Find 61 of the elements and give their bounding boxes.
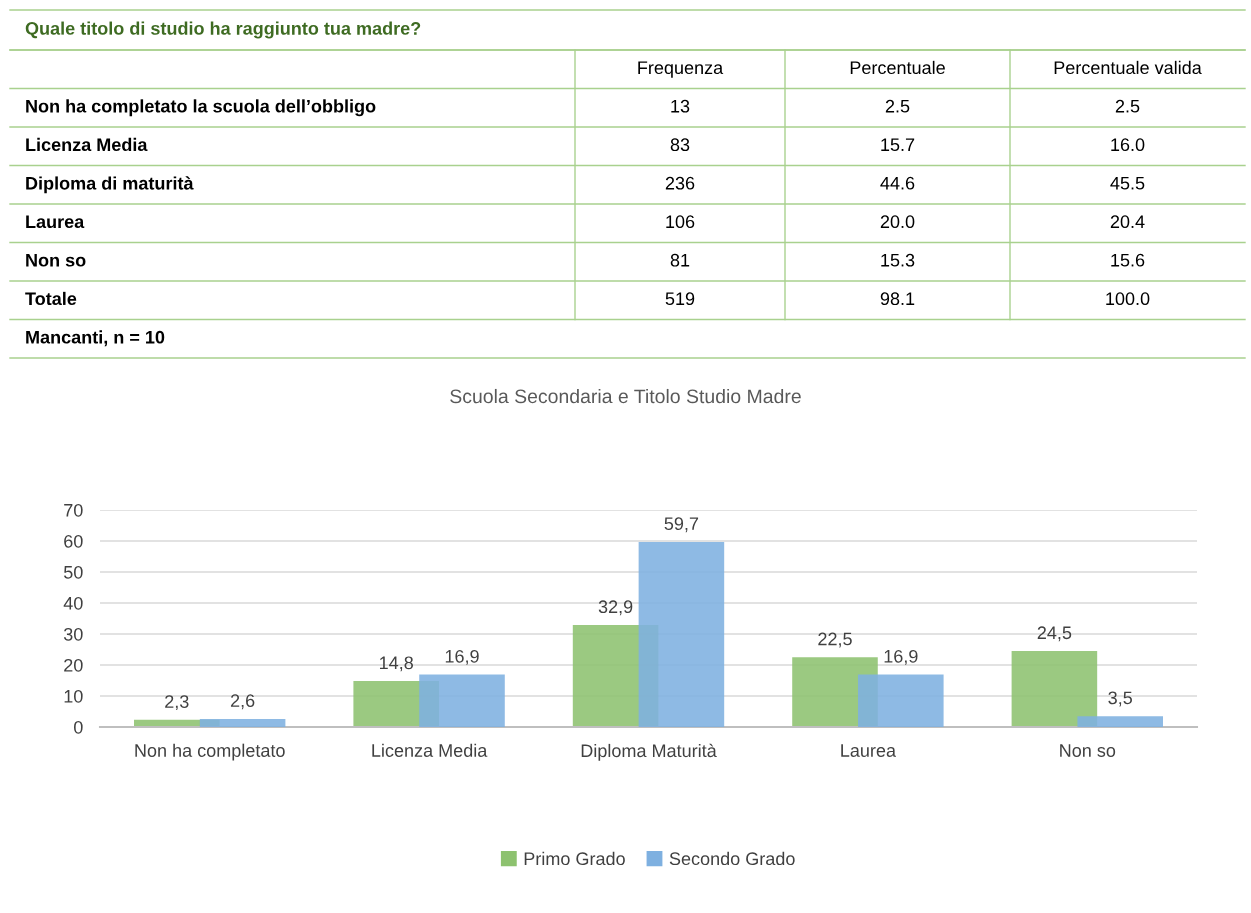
text: 236 — [665, 176, 695, 190]
y-tick-label: 50 — [63, 565, 83, 579]
category-label: Percentuale — [850, 60, 945, 75]
bar — [1011, 651, 1098, 727]
text: Quale titolo di studio ha raggiunto tua madre? — [25, 21, 421, 39]
category-label: Licenza Media — [26, 137, 148, 152]
data-label: 22,5 — [818, 632, 852, 648]
data-label: 24,5 — [1037, 626, 1072, 642]
chart-title: Scuola Secondaria e Titolo Studio Madre — [450, 388, 801, 404]
y-tick-label: 60 — [64, 534, 83, 548]
text: 45.5 — [1110, 177, 1145, 190]
category-label: Diploma di maturità — [26, 176, 194, 194]
text: 519 — [665, 292, 695, 306]
legend-label: Secondo Grado — [669, 851, 795, 866]
text: 2.5 — [1115, 99, 1140, 113]
y-tick-label: 0 — [74, 720, 83, 734]
data-label: 59,7 — [664, 517, 699, 533]
data-label: 3,5 — [1108, 691, 1132, 707]
x-tick-label: Diploma Maturità — [581, 743, 717, 761]
y-tick-label: 40 — [63, 596, 83, 610]
category-label: Percentuale valida — [1054, 60, 1202, 75]
x-tick-label: Licenza Media — [372, 743, 488, 757]
data-label: 32,9 — [598, 600, 633, 616]
text: 83 — [670, 138, 690, 152]
legend-label: Primo Grado — [524, 851, 625, 866]
data-label: 14,8 — [380, 656, 413, 672]
category-label: Totale — [25, 291, 77, 306]
bar — [419, 674, 505, 727]
text: 15.3 — [881, 253, 915, 267]
y-tick-label: 70 — [64, 503, 83, 517]
text: 44.6 — [880, 176, 915, 190]
text: 100.0 — [1106, 292, 1150, 306]
y-tick-label: 30 — [63, 627, 83, 641]
data-label: 16,9 — [884, 649, 918, 665]
x-tick-label: Laurea — [841, 744, 897, 757]
x-tick-label: Non ha completato — [135, 743, 285, 761]
bar — [1077, 716, 1163, 727]
text: 20.0 — [880, 215, 915, 229]
data-label: 16,9 — [445, 649, 479, 665]
category-label: Laurea — [26, 215, 85, 229]
y-tick-label: 20 — [64, 658, 83, 672]
y-tick-label: 10 — [64, 689, 83, 703]
text: 15.7 — [881, 138, 915, 152]
text: 81 — [670, 253, 690, 267]
category-label: Non so — [26, 254, 86, 267]
text: 98.1 — [880, 292, 915, 306]
bar — [638, 541, 725, 727]
text: 20.4 — [1110, 215, 1145, 229]
text: 16.0 — [1111, 138, 1145, 152]
data-label: 2,3 — [165, 695, 189, 711]
text: 2.5 — [885, 99, 910, 113]
data-label: 2,6 — [230, 694, 255, 710]
category-label: Frequenza — [638, 61, 724, 78]
text: 13 — [671, 99, 690, 113]
bar — [858, 674, 944, 727]
text: 15.6 — [1111, 253, 1145, 267]
text: 106 — [666, 215, 695, 229]
text: Mancanti, n = 10 — [26, 330, 165, 347]
bar — [199, 718, 286, 727]
x-tick-label: Non so — [1060, 744, 1116, 757]
category-label: Non ha completato la scuola dell’obbligo — [26, 99, 376, 117]
